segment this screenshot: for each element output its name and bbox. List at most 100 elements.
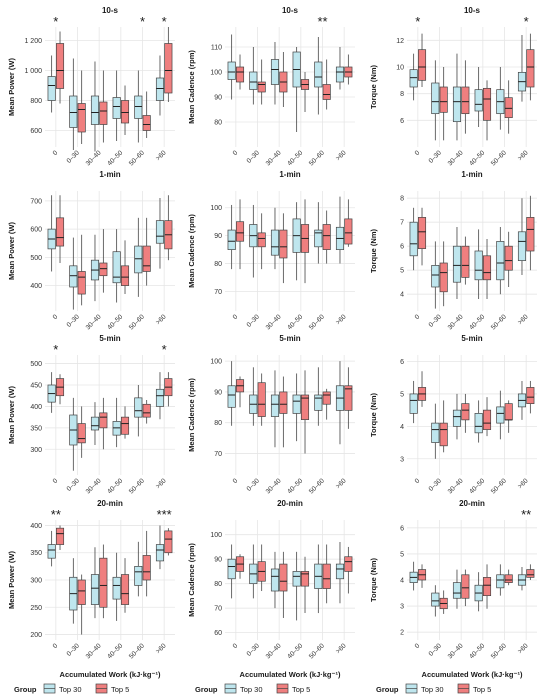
box-p5-top30-3 — [474, 250, 483, 281]
y-tick-p8-1: 4 — [400, 424, 404, 431]
box-p1-top30-2 — [270, 59, 280, 85]
box-p11-top5-3 — [482, 577, 492, 597]
x-tick-p5-3: 40–50 — [468, 313, 486, 331]
box-p8-top30-0 — [409, 393, 418, 414]
y-axis-label-p7: Mean Cadence (rpm) — [187, 378, 196, 452]
box-p2-top5-2 — [461, 86, 470, 115]
box-p2-top30-0 — [409, 69, 418, 88]
x-tick-p9-4: 50–60 — [128, 642, 146, 660]
box-p10-top30-2 — [270, 568, 280, 592]
y-axis-label-p3: Mean Power (W) — [7, 222, 16, 280]
box-p11-top5-5 — [526, 569, 535, 578]
significance-p9-0: ** — [51, 507, 61, 522]
significance-p0-0: * — [53, 14, 58, 29]
box-p8-top30-4 — [496, 406, 505, 424]
y-tick-p2-3: 12 — [396, 38, 404, 45]
y-tick-p8-0: 3 — [400, 456, 404, 463]
box-p3-top5-2 — [99, 262, 108, 277]
box-p5-top30-0 — [409, 221, 418, 257]
box-p8-top30-1 — [431, 422, 440, 443]
significance-p2-5: * — [524, 14, 529, 29]
box-p8-top5-4 — [504, 403, 513, 421]
significance-p11-5: ** — [521, 507, 531, 522]
x-axis-title-p11: Accumulated Work (kJ·kg⁻¹) — [422, 670, 523, 679]
y-tick-p1-0: 80 — [214, 120, 222, 127]
legend-title-0: Group — [14, 685, 37, 694]
y-tick-p9-4: 400 — [30, 523, 42, 530]
box-p7-top5-5 — [344, 385, 353, 411]
box-p0-top5-1 — [77, 103, 86, 133]
box-p5-top5-2 — [461, 245, 470, 278]
significance-p1-4: ** — [317, 14, 327, 29]
x-tick-p1-2: 30–40 — [265, 149, 283, 167]
x-tick-p3-3: 40–50 — [106, 313, 124, 331]
box-p1-top5-4 — [322, 84, 331, 100]
box-p0-top30-4 — [134, 95, 143, 119]
significance-p9-5: *** — [157, 507, 172, 522]
box-p3-top5-0 — [55, 217, 65, 247]
box-p4-top5-5 — [344, 218, 353, 245]
box-p3-top5-4 — [142, 245, 151, 272]
significance-p0-5: * — [162, 14, 167, 29]
box-p9-top5-2 — [99, 557, 108, 608]
box-p3-top30-1 — [69, 265, 78, 288]
y-tick-p5-2: 6 — [400, 244, 404, 251]
box-p4-top5-1 — [257, 232, 266, 248]
x-tick-p0-0: 0 — [52, 149, 60, 157]
y-tick-p7-2: 90 — [214, 389, 222, 396]
x-tick-p5-2: 30–40 — [447, 313, 465, 331]
y-tick-p6-1: 350 — [30, 425, 42, 432]
x-tick-p0-4: 50–60 — [128, 149, 146, 167]
x-tick-p4-3: 40–50 — [286, 313, 304, 331]
box-p9-top5-4 — [142, 555, 151, 581]
box-p5-top5-5 — [526, 217, 535, 252]
x-axis-title-p10: Accumulated Work (kJ·kg⁻¹) — [240, 670, 341, 679]
panel-title-p8: 5-min — [461, 334, 482, 343]
y-tick-p10-0: 60 — [214, 630, 222, 637]
box-p3-top30-4 — [134, 245, 143, 274]
x-tick-p1-1: 0–30 — [246, 149, 262, 165]
y-tick-p1-1: 90 — [214, 95, 222, 102]
box-p9-top30-0 — [47, 544, 56, 559]
x-tick-p6-2: 30–40 — [85, 477, 103, 495]
box-p9-top5-5 — [164, 530, 173, 554]
box-p1-top30-5 — [335, 66, 345, 83]
x-tick-p5-4: 50–60 — [490, 313, 508, 331]
x-tick-p2-1: 0–30 — [428, 149, 444, 165]
x-tick-p3-0: 0 — [52, 313, 60, 321]
box-p5-top5-0 — [417, 217, 427, 249]
y-axis-label-p10: Mean Cadence (rpm) — [187, 543, 196, 617]
x-tick-p7-0: 0 — [232, 477, 240, 485]
y-tick-p3-0: 400 — [30, 283, 42, 290]
box-p10-top5-3 — [300, 571, 310, 587]
x-tick-p10-1: 0–30 — [246, 642, 262, 658]
x-tick-p8-4: 50–60 — [490, 477, 508, 495]
box-p4-top30-0 — [227, 229, 236, 250]
box-p6-top5-1 — [77, 423, 86, 444]
box-p5-top30-4 — [496, 241, 505, 281]
box-p11-top5-4 — [504, 574, 513, 583]
x-tick-p8-3: 40–50 — [468, 477, 486, 495]
box-p0-top5-2 — [99, 101, 108, 125]
box-p9-top30-2 — [90, 574, 100, 605]
box-p0-top5-4 — [142, 115, 151, 131]
y-tick-p1-3: 110 — [211, 45, 222, 52]
y-tick-p2-1: 8 — [400, 91, 404, 98]
y-tick-p5-3: 7 — [400, 220, 404, 227]
box-p7-top5-4 — [322, 391, 331, 405]
x-tick-p9-1: 0–30 — [66, 642, 82, 658]
box-p11-top30-4 — [496, 574, 505, 589]
box-p2-top30-3 — [474, 89, 483, 112]
box-p7-top30-0 — [227, 385, 236, 408]
box-p0-top5-5 — [164, 43, 173, 94]
panel-title-p7: 5-min — [279, 334, 300, 343]
y-tick-p5-4: 8 — [400, 196, 404, 203]
x-tick-p2-5: >60 — [517, 149, 530, 162]
panel-title-p9: 20-min — [97, 499, 123, 508]
box-p7-top5-3 — [300, 394, 310, 420]
panel-title-p3: 1-min — [99, 170, 120, 179]
box-p1-top5-0 — [235, 66, 245, 83]
legend-title-1: Group — [195, 685, 218, 694]
box-p6-top5-2 — [99, 412, 108, 429]
y-tick-p9-0: 200 — [30, 632, 42, 639]
